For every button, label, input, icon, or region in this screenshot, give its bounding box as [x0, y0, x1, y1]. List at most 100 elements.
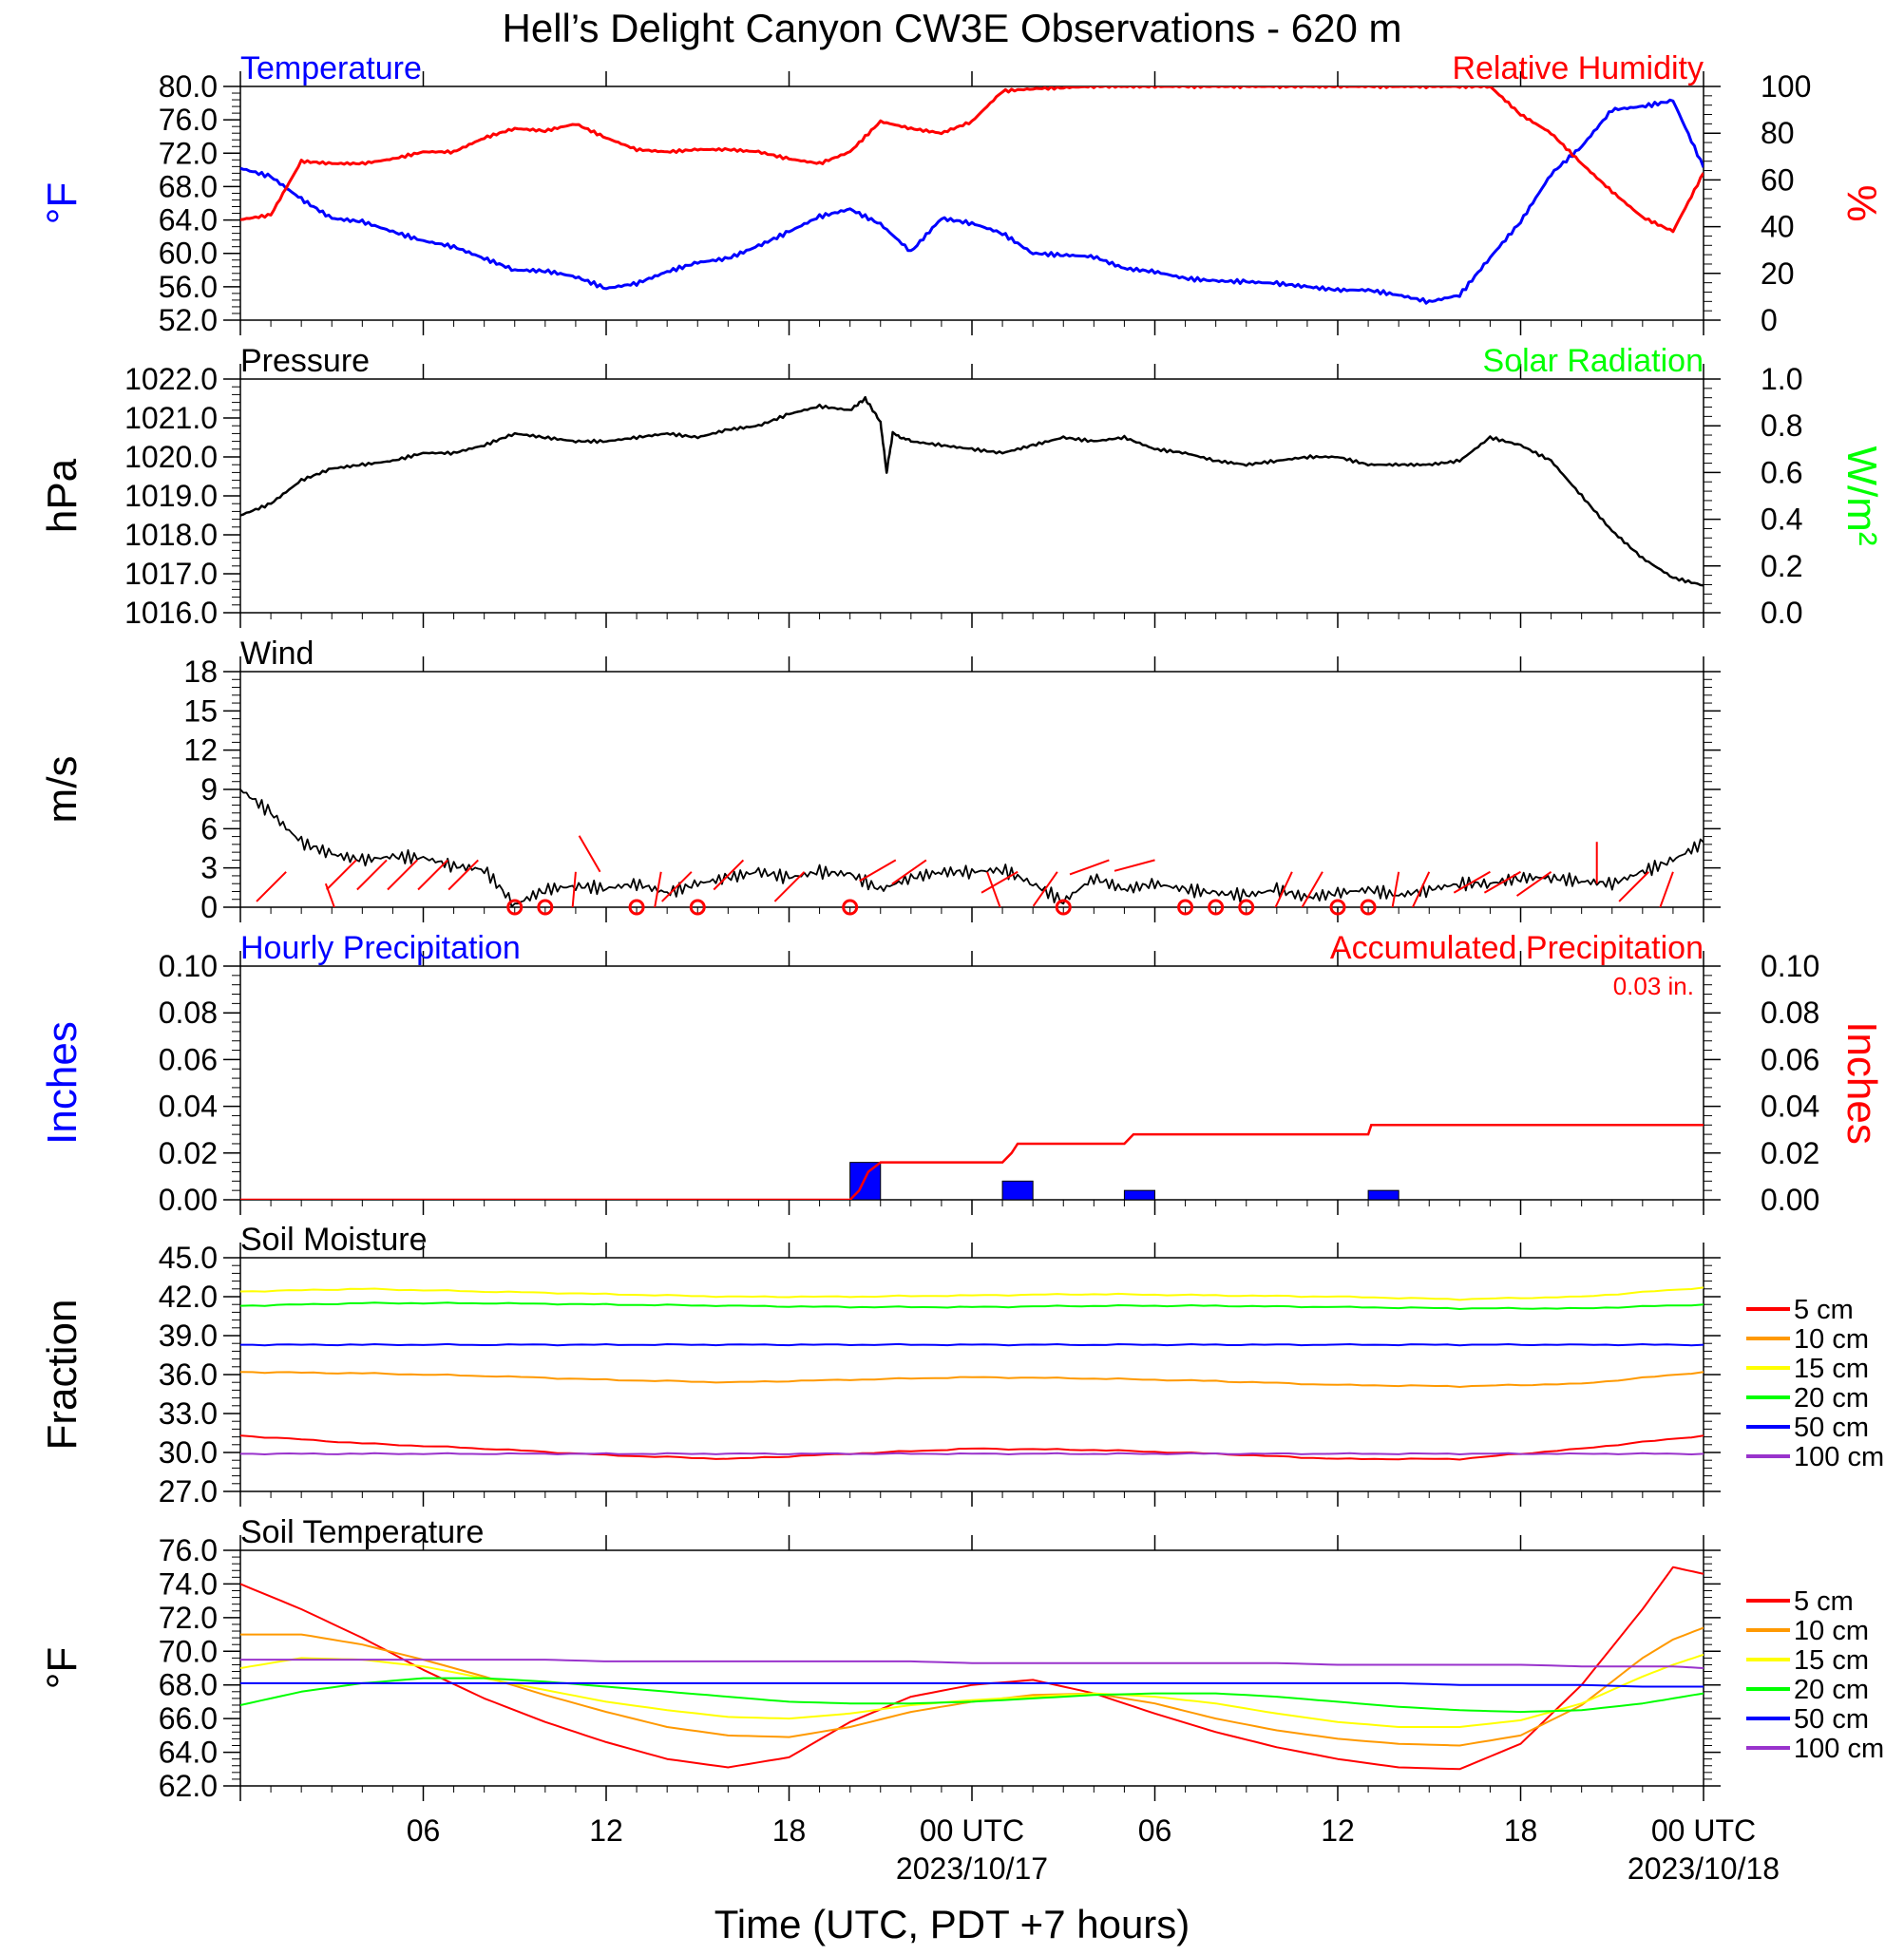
y-right-tick-label: 40	[1761, 210, 1795, 244]
wind-barb	[773, 871, 806, 902]
panel-title-left: Hourly Precipitation	[240, 930, 521, 966]
x-tick-label: 06	[407, 1813, 441, 1848]
series-line-15-cm	[240, 1653, 1704, 1728]
y-tick-label: 68.0	[159, 169, 218, 203]
legend-label: 10 cm	[1794, 1616, 1869, 1646]
y-right-tick-label: 0.0	[1761, 596, 1802, 630]
y-tick-label: 45.0	[159, 1241, 218, 1275]
y-tick-label: 39.0	[159, 1319, 218, 1353]
legend-label: 20 cm	[1794, 1675, 1869, 1705]
x-date-label: 2023/10/17	[896, 1851, 1048, 1886]
y-right-tick-label: 0	[1761, 303, 1778, 337]
y-right-tick-label: 80	[1761, 116, 1795, 150]
wind-barb	[578, 835, 601, 873]
y-right-tick-label: 0.02	[1761, 1136, 1819, 1170]
wind-barb	[891, 859, 927, 885]
y-tick-label: 0.08	[159, 996, 218, 1030]
y-tick-label: 9	[200, 772, 218, 807]
series-line-10-cm	[240, 1371, 1704, 1388]
legend-label: 10 cm	[1794, 1324, 1869, 1355]
wind-barb	[1659, 871, 1674, 907]
legend-label: 5 cm	[1794, 1586, 1854, 1617]
x-tick-label: 12	[1321, 1813, 1355, 1848]
wind-calm-marker	[1238, 899, 1255, 916]
y-right-tick-label: 0.00	[1761, 1183, 1819, 1217]
y-tick-label: 15	[183, 693, 218, 728]
y-tick-label: 80.0	[159, 69, 218, 104]
y-tick-label: 1021.0	[124, 401, 218, 435]
panel-title-left: Temperature	[240, 50, 422, 86]
y-tick-label: 64.0	[159, 203, 218, 237]
legend-label: 15 cm	[1794, 1645, 1869, 1676]
y-right-tick-label: 100	[1761, 69, 1811, 104]
wind-barb	[417, 859, 448, 891]
wind-barb	[326, 859, 357, 891]
y-tick-label: 76.0	[159, 103, 218, 137]
x-tick-label: 18	[772, 1813, 807, 1848]
y-right-tick-label: 0.04	[1761, 1090, 1819, 1124]
y-tick-label: 36.0	[159, 1357, 218, 1392]
y-right-tick-label: 0.2	[1761, 549, 1802, 583]
y-tick-label: 72.0	[159, 136, 218, 170]
x-date-label: 2023/10/18	[1628, 1851, 1780, 1886]
plot-area	[240, 1566, 1704, 1771]
wind-barb	[1391, 871, 1400, 907]
panel-pressure: 1022.0 1021.0 1020.0 1019.0 1018.0 1017.0 1016…	[39, 343, 1885, 630]
panel-title-left: Wind	[240, 636, 314, 672]
y-right-tick-label: 0.06	[1761, 1042, 1819, 1076]
wind-calm-marker	[689, 899, 706, 916]
panel-title-left: Pressure	[240, 343, 370, 379]
panel-title-left: Soil Temperature	[240, 1514, 484, 1550]
y-right-tick-label: 0.10	[1761, 949, 1819, 983]
series-line-50-cm	[240, 1681, 1704, 1688]
y-tick-label: 1016.0	[124, 596, 218, 630]
y-tick-label: 30.0	[159, 1435, 218, 1470]
y-tick-label: 1022.0	[124, 362, 218, 396]
y-tick-label: 64.0	[159, 1736, 218, 1770]
series-line-20-cm	[240, 1301, 1704, 1310]
plot-area	[240, 395, 1704, 587]
wind-barb	[859, 859, 897, 883]
wind-calm-marker	[1055, 899, 1072, 916]
y-tick-label: 1017.0	[124, 557, 218, 591]
wind-calm-marker	[1177, 899, 1194, 916]
y-tick-label: 70.0	[159, 1634, 218, 1668]
y-axis-label-left: °F	[39, 1647, 86, 1689]
y-axis-label-right: Inches	[1838, 1021, 1885, 1145]
y-tick-label: 60.0	[159, 237, 218, 271]
figure-title: Hell’s Delight Canyon CW3E Observations …	[503, 6, 1402, 50]
y-tick-label: 27.0	[159, 1474, 218, 1509]
legend-label: 100 cm	[1794, 1734, 1884, 1764]
wind-calm-marker	[537, 899, 554, 916]
series-line-100-cm	[240, 1659, 1704, 1669]
y-tick-label: 12	[183, 733, 218, 768]
series-line-20-cm	[240, 1677, 1704, 1714]
x-tick-label: 12	[589, 1813, 623, 1848]
wind-barb	[1411, 871, 1431, 907]
wind-barb	[661, 871, 693, 902]
y-right-tick-label: 0.4	[1761, 503, 1802, 537]
panel-temp_rh: 80.076.072.068.064.060.056.052.0 100 80 60 4…	[39, 50, 1885, 337]
legend-label: 50 cm	[1794, 1413, 1869, 1443]
series-line-temperature	[240, 98, 1704, 305]
panel-wind: 18 15 12 9 6 3 0 Wind m/s	[39, 636, 1721, 924]
precip-bar	[1367, 1189, 1399, 1200]
precip-bar	[1123, 1189, 1155, 1200]
series-line-15-cm	[240, 1286, 1704, 1301]
y-tick-label: 56.0	[159, 270, 218, 304]
panel-title-right: Relative Humidity	[1452, 50, 1704, 86]
y-right-tick-label: 60	[1761, 162, 1795, 197]
y-tick-label: 66.0	[159, 1701, 218, 1736]
plot-area	[240, 788, 1704, 907]
series-line-wind-speed	[240, 788, 1704, 907]
plot-area	[240, 86, 1704, 305]
y-right-tick-label: 1.0	[1761, 362, 1802, 396]
chart-panels: 80.076.072.068.064.060.056.052.010080604…	[39, 50, 1885, 1803]
panel-soil_temp: 76.074.072.070.068.066.064.062.0 Soil Tem…	[39, 1514, 1884, 1803]
y-tick-label: 1019.0	[124, 479, 218, 513]
y-right-tick-label: 20	[1761, 256, 1795, 291]
y-axis-label-left: hPa	[39, 458, 86, 533]
